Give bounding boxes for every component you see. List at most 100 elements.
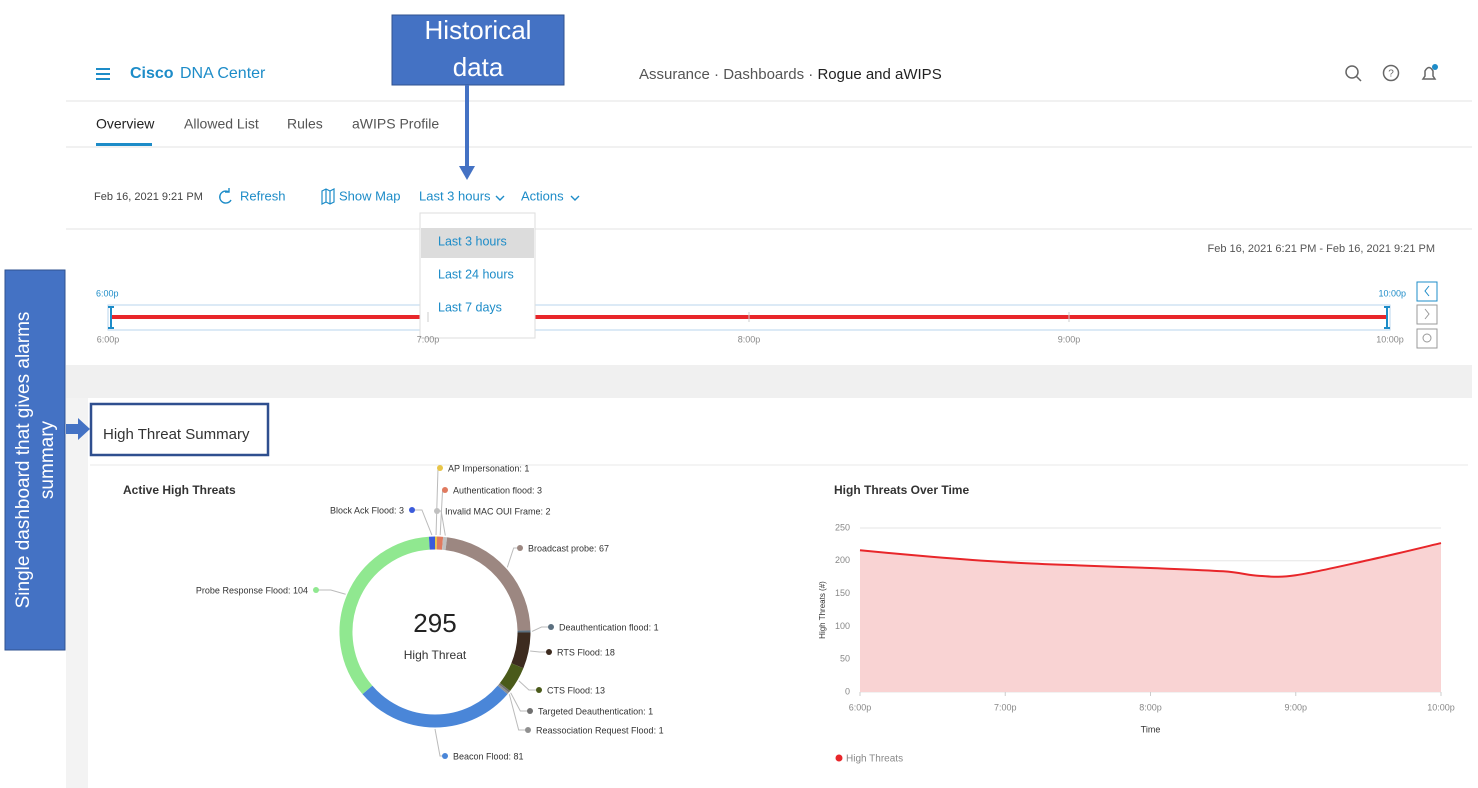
tab[interactable]: Overview	[96, 116, 155, 132]
segment-label: Targeted Deauthentication: 1	[538, 706, 653, 716]
timeline-axis-label: 7:00p	[417, 334, 440, 344]
x-tick-label: 8:00p	[1139, 702, 1162, 712]
breadcrumb-item[interactable]: Dashboards	[723, 66, 804, 83]
donut-segment	[498, 682, 511, 693]
chart-title: High Threats Over Time	[834, 483, 969, 497]
notification-icon[interactable]	[1421, 64, 1438, 80]
refresh-icon[interactable]	[219, 188, 232, 204]
leader-line	[518, 680, 539, 691]
segment-label: RTS Flood: 18	[557, 647, 615, 657]
annotation-arrow	[66, 418, 90, 440]
hamburger-icon[interactable]	[96, 68, 110, 80]
donut-segment	[499, 663, 524, 691]
annotation-box	[4, 269, 66, 651]
toolbar-timestamp: Feb 16, 2021 9:21 PM	[94, 191, 203, 203]
label-dot	[442, 487, 448, 493]
tab[interactable]: aWIPS Profile	[352, 116, 439, 132]
timeline-axis-label: 8:00p	[738, 334, 761, 344]
map-icon[interactable]	[321, 188, 335, 205]
toolbar-actions[interactable]: Actions	[521, 188, 564, 203]
x-tick-label: 6:00p	[849, 702, 872, 712]
segment-label: Deauthentication flood: 1	[559, 622, 659, 632]
search-icon[interactable]	[1345, 65, 1362, 82]
segment-label: Broadcast probe: 67	[528, 543, 609, 553]
chevron-icon[interactable]	[495, 195, 505, 201]
leader-line	[508, 694, 528, 731]
breadcrumb: Assurance · Dashboards · Rogue and aWIPS	[639, 66, 942, 83]
timeline-axis-label: 10:00p	[1376, 334, 1404, 344]
donut-segment	[511, 632, 531, 669]
chevron-icon[interactable]	[570, 195, 580, 201]
leader-line	[316, 589, 346, 595]
side-strip	[66, 398, 88, 788]
leader-line	[510, 692, 530, 712]
leader-line	[531, 626, 551, 632]
segment-label: Probe Response Flood: 104	[196, 585, 308, 595]
dropdown-option[interactable]: Last 7 days	[438, 300, 502, 314]
svg-text:?: ?	[1388, 69, 1394, 80]
segment-label: Reassociation Request Flood: 1	[536, 725, 664, 735]
annotation-text: summary	[37, 420, 58, 499]
selection-end: 10:00p	[1378, 288, 1406, 298]
nav-next[interactable]	[1416, 304, 1438, 325]
annotation-arrow-head	[459, 166, 475, 180]
label-dot	[525, 727, 531, 733]
label-dot	[442, 753, 448, 759]
timeline-handle[interactable]	[108, 306, 114, 329]
annotation-box	[391, 14, 565, 86]
annotation-frame	[89, 402, 270, 457]
donut-segment	[339, 536, 430, 695]
label-dot	[313, 587, 319, 593]
annotation-text: Historical	[425, 15, 532, 45]
label-dot	[536, 687, 542, 693]
tab[interactable]: Rules	[287, 116, 323, 132]
nav-prev[interactable]	[1416, 281, 1438, 302]
timeline-axis-label: 6:00p	[97, 334, 120, 344]
label-dot	[527, 708, 533, 714]
y-tick-label: 200	[835, 555, 850, 565]
toolbar-show-map[interactable]: Show Map	[339, 188, 400, 203]
segment-label: Beacon Flood: 81	[453, 751, 524, 761]
timeline-handle[interactable]	[1384, 306, 1390, 329]
toolbar-refresh[interactable]: Refresh	[240, 188, 286, 203]
label-dot	[409, 507, 415, 513]
segment-label: Block Ack Flood: 3	[330, 505, 404, 515]
y-tick-label: 0	[845, 686, 850, 696]
timeline-selection[interactable]	[107, 304, 1391, 331]
nav-reset[interactable]	[1416, 328, 1438, 349]
timeline-range: Feb 16, 2021 6:21 PM - Feb 16, 2021 9:21…	[1208, 243, 1435, 255]
breadcrumb-item[interactable]: Assurance	[639, 66, 710, 83]
label-dot	[437, 465, 443, 471]
active-tab-indicator	[96, 143, 152, 146]
timeline-axis-label: 9:00p	[1058, 334, 1081, 344]
breadcrumb-item: Rogue and aWIPS	[817, 66, 941, 83]
help-icon[interactable]: ?	[1382, 64, 1400, 82]
label-dot	[517, 545, 523, 551]
segment-label: AP Impersonation: 1	[448, 463, 529, 473]
x-axis-label: Time	[1141, 724, 1161, 734]
annotation-text: data	[453, 52, 504, 82]
label-dot	[548, 624, 554, 630]
product-name: DNA Center	[180, 65, 266, 82]
segment-label: Authentication flood: 3	[453, 485, 542, 495]
legend-label[interactable]: High Threats	[846, 754, 903, 765]
tab[interactable]: Allowed List	[184, 116, 259, 132]
y-axis-label: High Threats (#)	[818, 581, 827, 639]
section-separator	[66, 365, 1472, 398]
x-tick-label: 10:00p	[1427, 702, 1455, 712]
area-fill	[860, 543, 1441, 692]
y-tick-label: 50	[840, 654, 850, 664]
y-tick-label: 250	[835, 522, 850, 532]
dropdown-option[interactable]: Last 24 hours	[438, 267, 514, 281]
area-line	[859, 542, 1442, 578]
donut-segment	[362, 685, 508, 728]
timeline-nav	[1416, 281, 1438, 349]
breadcrumb-separator: ·	[808, 66, 813, 83]
section-title: High Threat Summary	[103, 426, 250, 443]
toolbar-time-range[interactable]: Last 3 hours	[419, 188, 491, 203]
dropdown-option[interactable]: Last 3 hours	[438, 234, 507, 248]
x-tick-label: 7:00p	[994, 702, 1017, 712]
center-value: 295	[413, 608, 456, 638]
leader-line	[412, 509, 433, 536]
